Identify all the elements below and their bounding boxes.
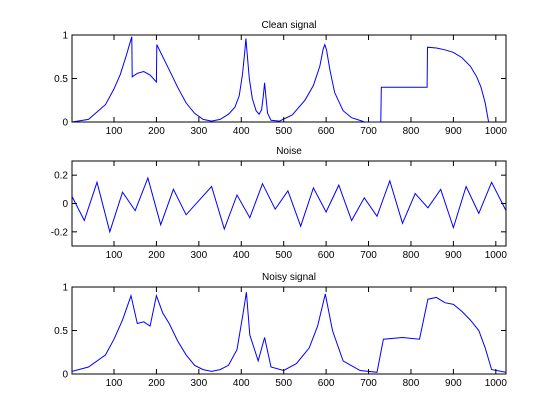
y-tick-label: 1 bbox=[62, 31, 68, 42]
x-tick-label: 200 bbox=[148, 250, 165, 261]
x-tick-label: 300 bbox=[191, 378, 208, 389]
x-tick-label: 100 bbox=[106, 126, 123, 137]
x-tick-label: 400 bbox=[233, 378, 250, 389]
subplot-1: 100 200 300 400 500 600 700 800 900 1000 0 0.5 1 Clea… bbox=[54, 20, 507, 137]
x-tick-label: 900 bbox=[445, 378, 462, 389]
x-tick-label: 700 bbox=[360, 126, 377, 137]
x-tick-label: 500 bbox=[275, 250, 292, 261]
x-tick-label: 300 bbox=[191, 126, 208, 137]
y-tick-label: 0 bbox=[62, 199, 68, 210]
x-tick-label: 600 bbox=[318, 250, 335, 261]
subplot-title: Clean signal bbox=[261, 20, 316, 31]
series-line-1 bbox=[72, 292, 506, 373]
x-tick-label: 500 bbox=[275, 126, 292, 137]
y-tick-label: 0 bbox=[62, 370, 68, 381]
x-tick-label: 700 bbox=[360, 250, 377, 261]
subplot-3: 100 200 300 400 500 600 700 800 900 1000 0 0.5 1 Nois… bbox=[54, 272, 507, 389]
x-tick-label: 1000 bbox=[485, 126, 508, 137]
y-tick-label: 0 bbox=[62, 118, 68, 129]
x-tick-label: 1000 bbox=[485, 250, 508, 261]
y-tick-label: 1 bbox=[62, 283, 68, 294]
y-tick-label: 0.2 bbox=[54, 171, 68, 182]
x-tick-label: 200 bbox=[148, 378, 165, 389]
subplot-2: 100 200 300 400 500 600 700 800 900 1000 0.2 0 -0.2 N… bbox=[51, 146, 508, 261]
subplot-title: Noisy signal bbox=[262, 272, 316, 283]
axes-box bbox=[71, 160, 507, 247]
x-tick-label: 600 bbox=[318, 126, 335, 137]
series-line-1 bbox=[72, 36, 490, 122]
x-tick-label: 400 bbox=[233, 126, 250, 137]
x-tick-label: 900 bbox=[445, 250, 462, 261]
y-tick-label: 0.5 bbox=[54, 74, 68, 85]
y-tick-label: -0.2 bbox=[51, 227, 69, 238]
x-tick-label: 100 bbox=[106, 250, 123, 261]
x-tick-label: 1000 bbox=[485, 378, 508, 389]
subplot-title: Noise bbox=[276, 146, 302, 157]
y-tick-label: 0.5 bbox=[54, 326, 68, 337]
x-tick-label: 300 bbox=[191, 250, 208, 261]
x-tick-label: 800 bbox=[403, 378, 420, 389]
x-tick-label: 600 bbox=[318, 378, 335, 389]
x-tick-label: 100 bbox=[106, 378, 123, 389]
axes-box bbox=[71, 286, 507, 375]
x-tick-label: 200 bbox=[148, 126, 165, 137]
x-tick-label: 800 bbox=[403, 126, 420, 137]
x-tick-label: 400 bbox=[233, 250, 250, 261]
x-tick-label: 900 bbox=[445, 126, 462, 137]
x-tick-label: 700 bbox=[360, 378, 377, 389]
x-tick-label: 500 bbox=[275, 378, 292, 389]
x-tick-label: 800 bbox=[403, 250, 420, 261]
series-line-1 bbox=[72, 176, 506, 234]
axes-box bbox=[71, 34, 507, 123]
